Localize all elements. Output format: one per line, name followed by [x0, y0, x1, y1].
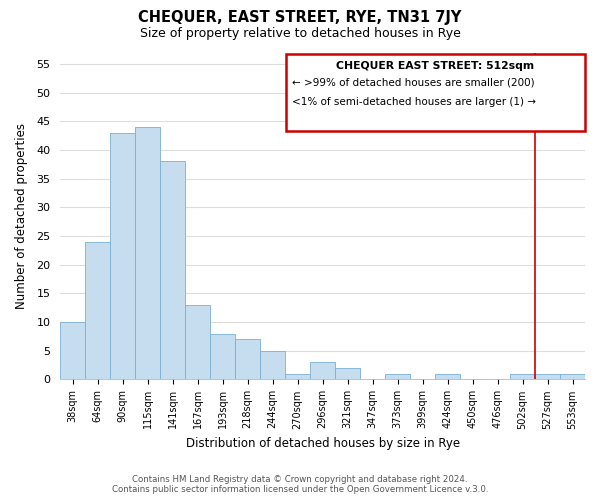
- Bar: [310, 362, 335, 380]
- Bar: [210, 334, 235, 380]
- Text: CHEQUER EAST STREET: 512sqm: CHEQUER EAST STREET: 512sqm: [337, 62, 535, 72]
- Bar: [260, 351, 285, 380]
- Text: CHEQUER, EAST STREET, RYE, TN31 7JY: CHEQUER, EAST STREET, RYE, TN31 7JY: [139, 10, 461, 25]
- Text: ← >99% of detached houses are smaller (200): ← >99% of detached houses are smaller (2…: [292, 78, 535, 88]
- Bar: [285, 374, 310, 380]
- Bar: [435, 374, 460, 380]
- FancyBboxPatch shape: [286, 54, 585, 131]
- Bar: [385, 374, 410, 380]
- Y-axis label: Number of detached properties: Number of detached properties: [15, 123, 28, 309]
- Text: <1% of semi-detached houses are larger (1) →: <1% of semi-detached houses are larger (…: [292, 98, 536, 108]
- Bar: [510, 374, 535, 380]
- Text: Contains public sector information licensed under the Open Government Licence v.: Contains public sector information licen…: [112, 485, 488, 494]
- Bar: [60, 322, 85, 380]
- Bar: [135, 127, 160, 380]
- Bar: [110, 133, 135, 380]
- Bar: [560, 374, 585, 380]
- Bar: [185, 305, 210, 380]
- Bar: [535, 374, 560, 380]
- Text: Size of property relative to detached houses in Rye: Size of property relative to detached ho…: [140, 28, 460, 40]
- Bar: [235, 340, 260, 380]
- Bar: [85, 242, 110, 380]
- Bar: [160, 162, 185, 380]
- Bar: [335, 368, 360, 380]
- Text: Contains HM Land Registry data © Crown copyright and database right 2024.: Contains HM Land Registry data © Crown c…: [132, 475, 468, 484]
- X-axis label: Distribution of detached houses by size in Rye: Distribution of detached houses by size …: [185, 437, 460, 450]
